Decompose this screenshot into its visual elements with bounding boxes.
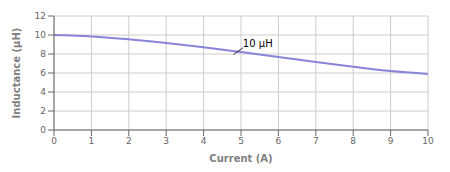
svg-text:Current (A): Current (A) (209, 153, 272, 164)
svg-text:4: 4 (40, 87, 46, 97)
svg-text:4: 4 (201, 136, 207, 146)
svg-text:5: 5 (238, 136, 244, 146)
svg-text:0: 0 (40, 125, 46, 135)
svg-text:6: 6 (276, 136, 282, 146)
svg-text:9: 9 (388, 136, 394, 146)
svg-text:3: 3 (163, 136, 169, 146)
svg-text:10 μH: 10 μH (243, 38, 273, 49)
svg-text:6: 6 (40, 68, 46, 78)
svg-text:1: 1 (89, 136, 95, 146)
svg-text:10: 10 (35, 30, 47, 40)
svg-text:7: 7 (313, 136, 319, 146)
svg-text:Inductance (μH): Inductance (μH) (11, 28, 22, 119)
svg-text:10: 10 (422, 136, 434, 146)
svg-text:8: 8 (350, 136, 356, 146)
svg-text:2: 2 (126, 136, 132, 146)
svg-text:12: 12 (35, 11, 46, 21)
svg-text:8: 8 (40, 49, 46, 59)
svg-text:2: 2 (40, 106, 46, 116)
svg-text:0: 0 (51, 136, 57, 146)
